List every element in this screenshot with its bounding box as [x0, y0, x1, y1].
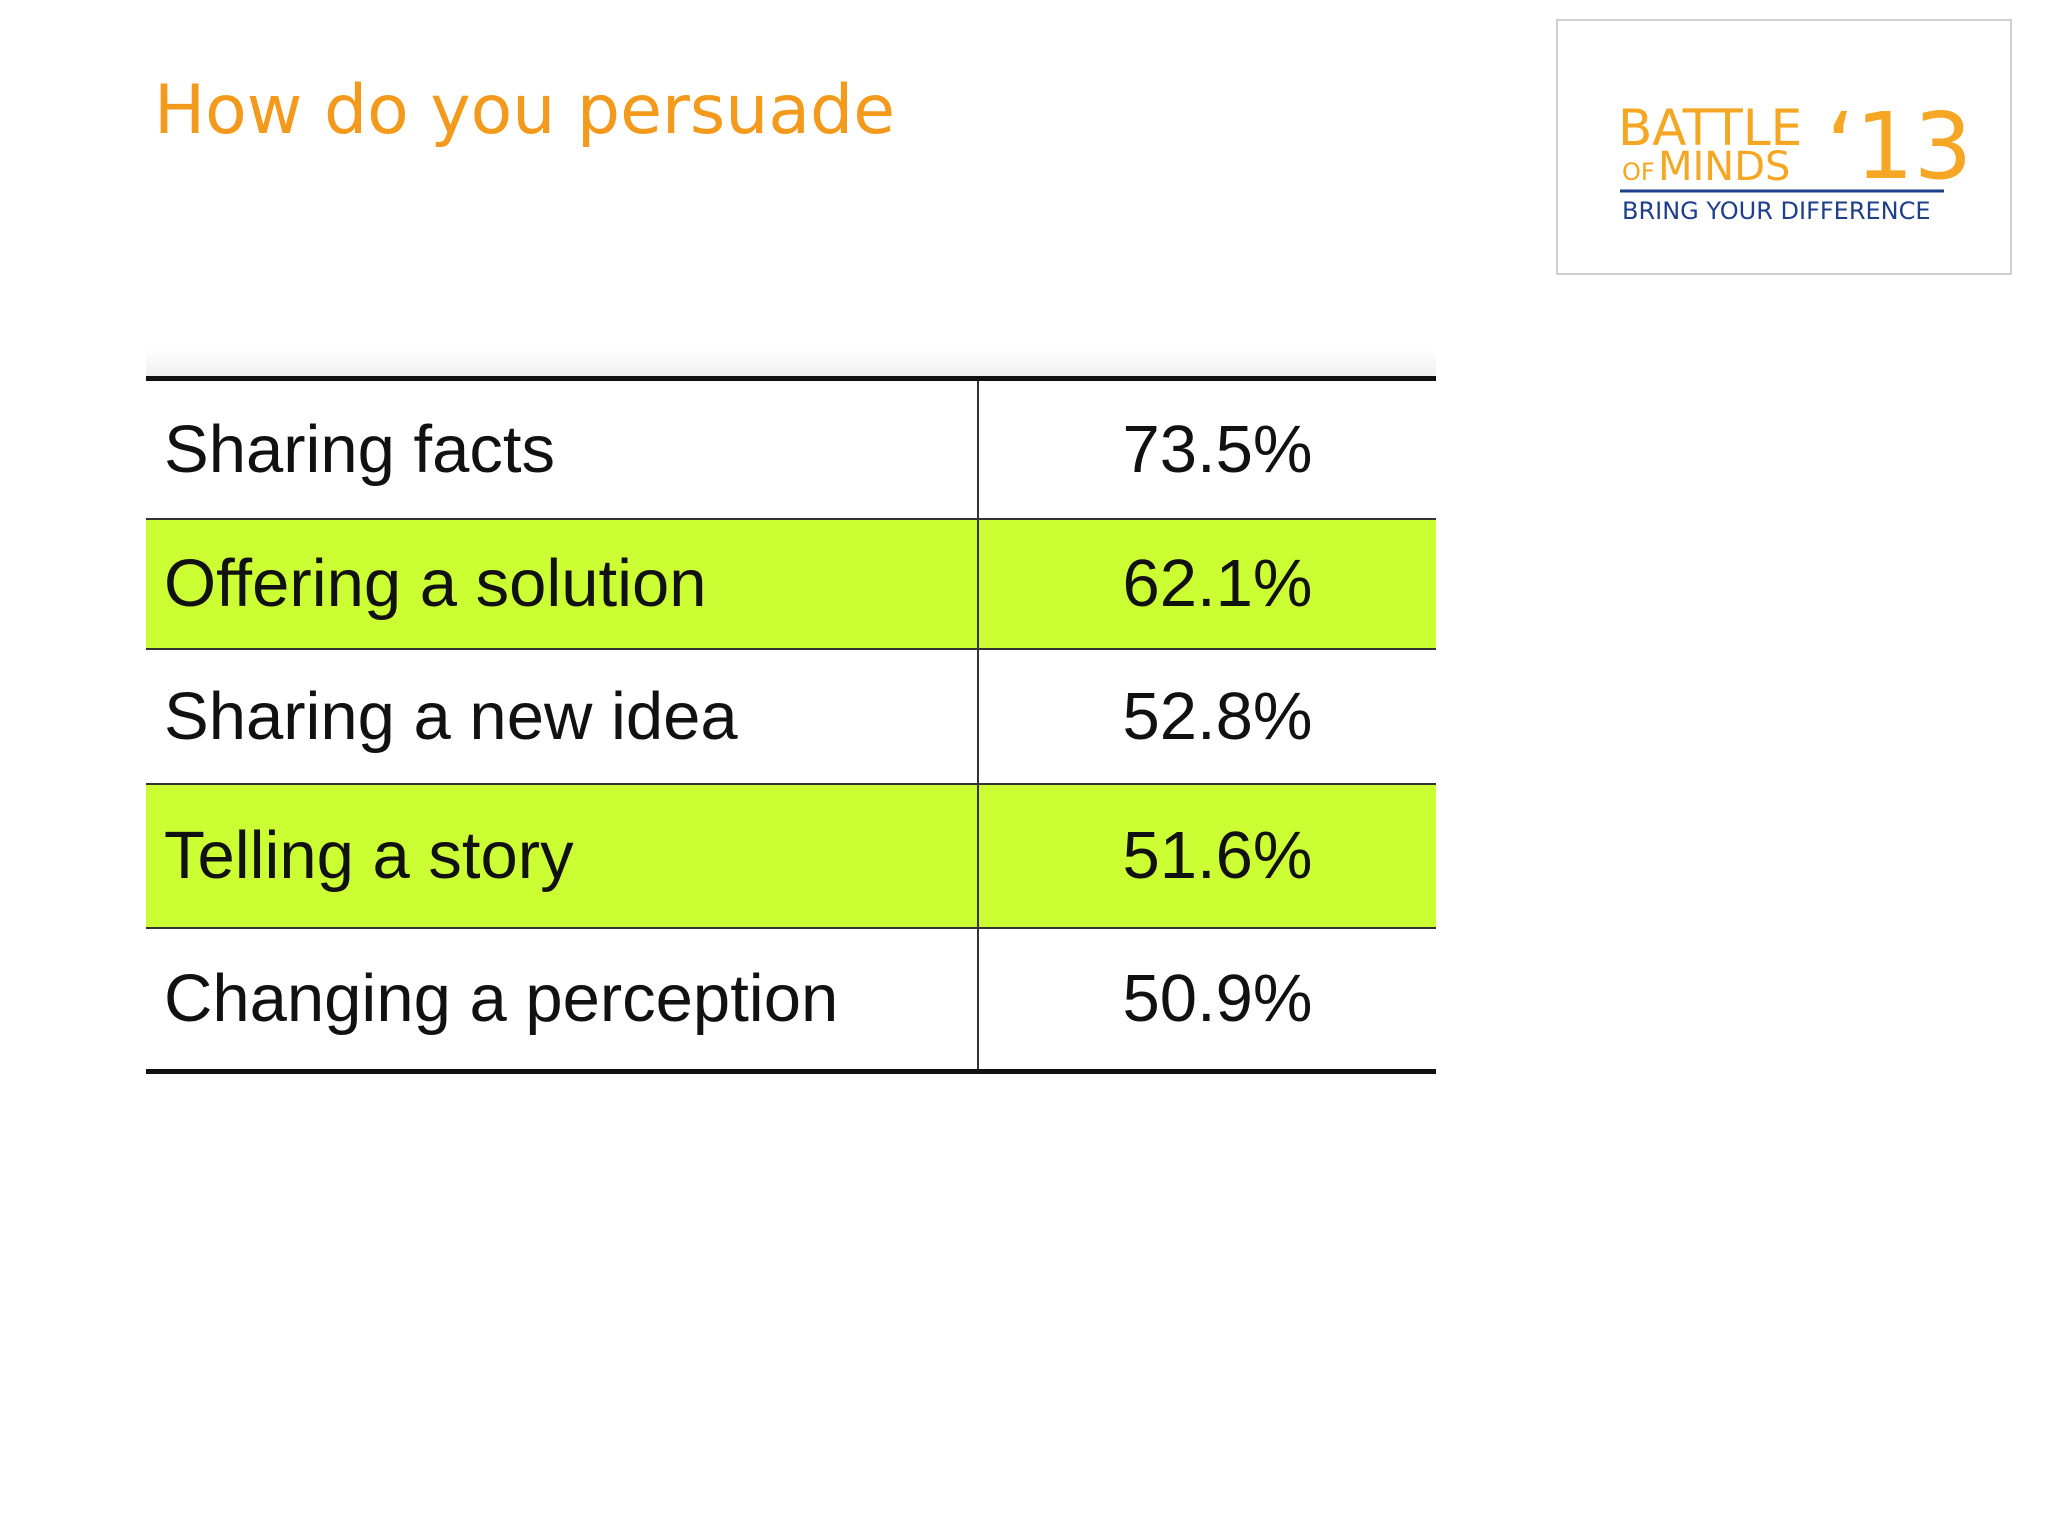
logo-of-text: OF [1622, 158, 1655, 186]
table-row: Sharing facts 73.5% [146, 378, 1436, 519]
logo-graphic: BATTLE OF MINDS ‘13 BRING YOUR DIFFERENC… [1618, 93, 1972, 225]
table-row: Telling a story 51.6% [146, 782, 1436, 928]
logo-battle-text: BATTLE [1618, 99, 1802, 157]
logo-minds-text: MINDS [1658, 144, 1790, 190]
logo-tagline-text: BRING YOUR DIFFERENCE [1622, 197, 1931, 225]
method-label: Offering a solution [146, 517, 979, 649]
method-percentage: 51.6% [978, 782, 1436, 928]
table-row: Sharing a new idea 52.8% [146, 647, 1436, 784]
method-percentage: 73.5% [1122, 411, 1313, 487]
method-label: Sharing a new idea [146, 647, 979, 784]
method-percentage: 50.9% [978, 926, 1436, 1072]
method-percentage: 52.8% [978, 647, 1436, 784]
method-label: Sharing facts [146, 378, 979, 519]
battle-of-minds-logo: BATTLE OF MINDS ‘13 BRING YOUR DIFFERENC… [1556, 19, 2012, 275]
method-percentage: 62.1% [978, 517, 1436, 649]
logo-year-text: ‘13 [1826, 93, 1972, 200]
method-label: Telling a story [146, 782, 979, 928]
method-label: Changing a perception [146, 926, 979, 1072]
table-row: Changing a perception 50.9% [146, 926, 1436, 1072]
persuasion-methods-table: Sharing facts 73.5% Offering a solution … [146, 376, 1436, 1074]
table-top-shade [146, 349, 1436, 377]
table-row: Offering a solution 62.1% [146, 517, 1436, 649]
slide-title: How do you persuade [154, 71, 896, 150]
